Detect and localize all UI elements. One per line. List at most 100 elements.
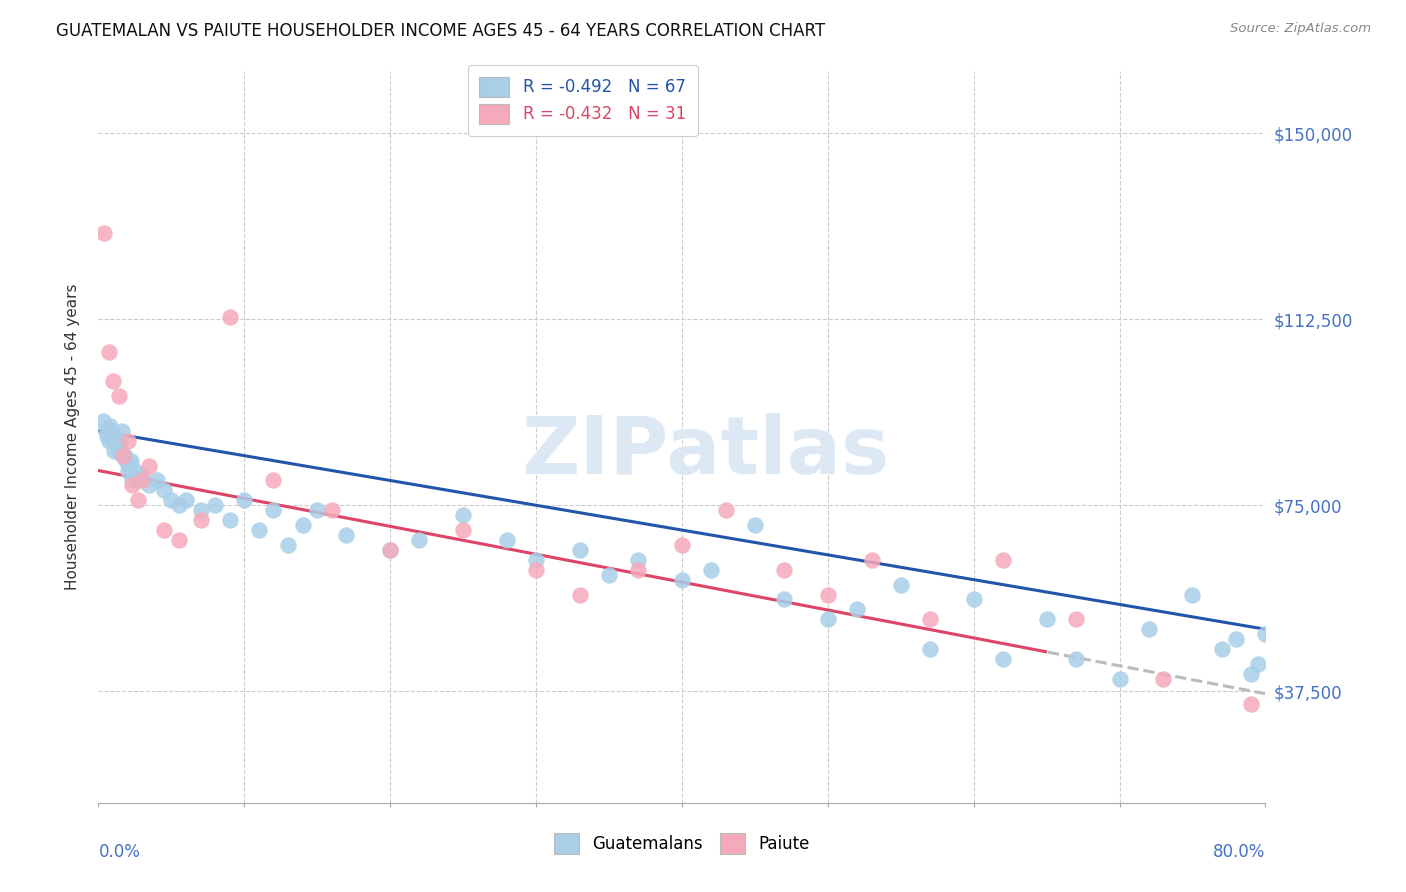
Point	[817, 612, 839, 626]
Point	[91, 414, 114, 428]
Point	[1225, 632, 1247, 647]
Point	[496, 533, 519, 547]
Point	[117, 464, 139, 478]
Point	[263, 503, 285, 517]
Point	[98, 418, 121, 433]
Point	[451, 523, 474, 537]
Text: ZIPatlas: ZIPatlas	[522, 413, 890, 491]
Point	[991, 652, 1014, 666]
Text: GUATEMALAN VS PAIUTE HOUSEHOLDER INCOME AGES 45 - 64 YEARS CORRELATION CHART: GUATEMALAN VS PAIUTE HOUSEHOLDER INCOME …	[56, 22, 825, 40]
Point	[744, 518, 766, 533]
Point	[146, 474, 169, 488]
Point	[174, 493, 197, 508]
Point	[773, 563, 796, 577]
Point	[127, 474, 149, 488]
Point	[138, 458, 160, 473]
Point	[1108, 672, 1130, 686]
Point	[671, 573, 693, 587]
Point	[117, 434, 139, 448]
Point	[671, 538, 693, 552]
Point	[127, 493, 149, 508]
Point	[627, 553, 650, 567]
Point	[108, 389, 131, 403]
Point	[627, 563, 650, 577]
Text: Source: ZipAtlas.com: Source: ZipAtlas.com	[1230, 22, 1371, 36]
Point	[380, 542, 402, 557]
Point	[218, 310, 240, 324]
Point	[263, 474, 285, 488]
Point	[598, 567, 620, 582]
Point	[890, 577, 912, 591]
Point	[118, 458, 141, 473]
Point	[112, 449, 135, 463]
Point	[524, 553, 547, 567]
Point	[1152, 672, 1174, 686]
Point	[568, 542, 591, 557]
Point	[94, 424, 117, 438]
Point	[1064, 652, 1087, 666]
Point	[104, 434, 127, 448]
Point	[1035, 612, 1057, 626]
Point	[277, 538, 299, 552]
Point	[817, 588, 839, 602]
Point	[233, 493, 256, 508]
Point	[524, 563, 547, 577]
Point	[860, 553, 883, 567]
Point	[100, 424, 122, 438]
Point	[962, 592, 984, 607]
Point	[568, 588, 591, 602]
Point	[96, 429, 118, 443]
Point	[918, 642, 941, 657]
Point	[190, 503, 212, 517]
Point	[991, 553, 1014, 567]
Point	[846, 602, 869, 616]
Point	[167, 498, 190, 512]
Point	[138, 478, 160, 492]
Point	[105, 439, 128, 453]
Text: 0.0%: 0.0%	[98, 843, 141, 861]
Point	[153, 523, 176, 537]
Point	[1064, 612, 1087, 626]
Point	[335, 528, 357, 542]
Point	[700, 563, 723, 577]
Point	[218, 513, 240, 527]
Text: 80.0%: 80.0%	[1213, 843, 1265, 861]
Point	[101, 434, 124, 448]
Y-axis label: Householder Income Ages 45 - 64 years: Householder Income Ages 45 - 64 years	[65, 284, 80, 591]
Point	[97, 434, 120, 448]
Point	[103, 443, 125, 458]
Point	[1181, 588, 1204, 602]
Point	[124, 464, 146, 478]
Point	[112, 449, 135, 463]
Point	[714, 503, 737, 517]
Point	[918, 612, 941, 626]
Point	[1254, 627, 1277, 641]
Point	[247, 523, 270, 537]
Point	[131, 474, 153, 488]
Point	[451, 508, 474, 523]
Point	[108, 443, 131, 458]
Point	[321, 503, 343, 517]
Point	[115, 453, 138, 467]
Point	[1240, 697, 1263, 711]
Point	[114, 449, 136, 463]
Point	[408, 533, 430, 547]
Point	[380, 542, 402, 557]
Point	[1240, 666, 1263, 681]
Point	[204, 498, 226, 512]
Point	[121, 474, 143, 488]
Point	[110, 434, 132, 448]
Point	[773, 592, 796, 607]
Point	[307, 503, 329, 517]
Point	[1211, 642, 1233, 657]
Point	[1137, 622, 1160, 636]
Point	[111, 424, 134, 438]
Point	[1247, 657, 1270, 671]
Point	[291, 518, 314, 533]
Point	[97, 344, 120, 359]
Point	[131, 468, 153, 483]
Point	[121, 478, 143, 492]
Point	[160, 493, 183, 508]
Point	[101, 374, 124, 388]
Legend: Guatemalans, Paiute: Guatemalans, Paiute	[547, 827, 817, 860]
